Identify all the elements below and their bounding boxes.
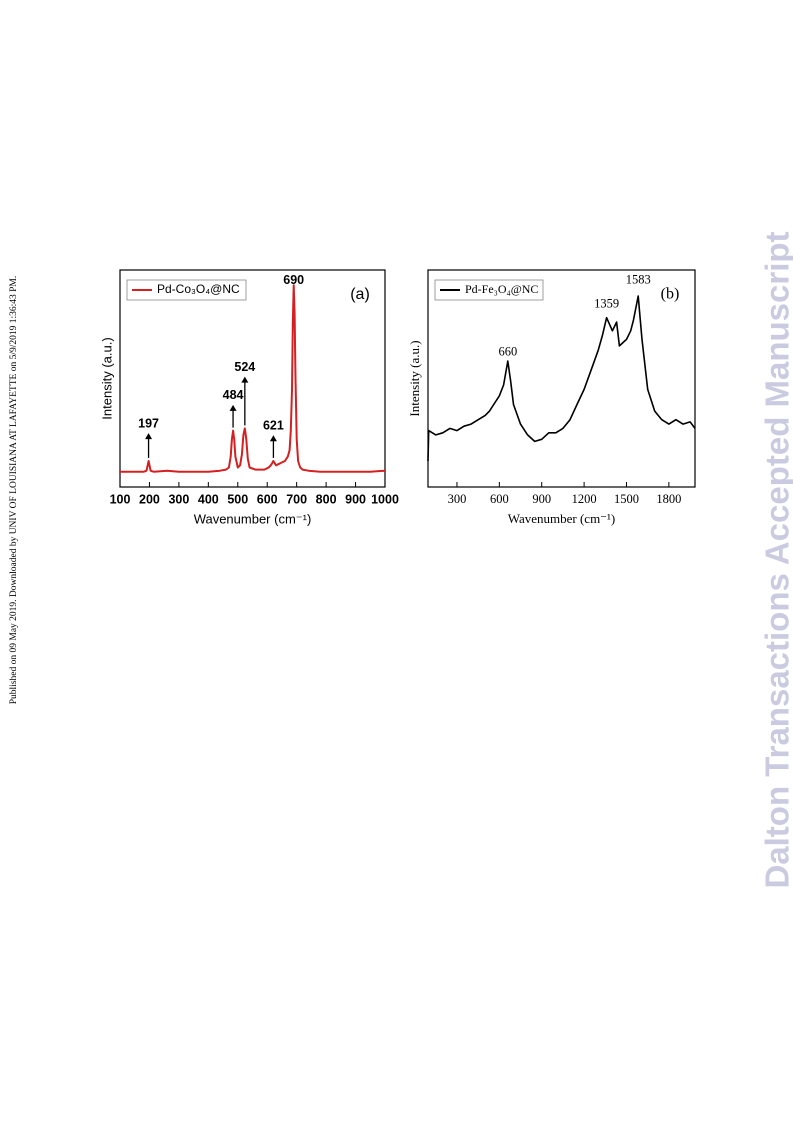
x-tick-label: 800	[316, 492, 337, 506]
y-axis-label: Intensity (a.u.)	[99, 337, 114, 419]
legend-box	[434, 279, 544, 301]
spectrum-line	[427, 295, 696, 462]
plot-frame	[119, 269, 386, 488]
x-tick-label: 1200	[572, 492, 597, 506]
peak-label: 660	[498, 344, 517, 358]
x-tick-label: 700	[286, 492, 307, 506]
x-axis-label: Wavenumber (cm⁻¹)	[194, 511, 312, 526]
peak-label: 621	[263, 419, 284, 433]
peak-label: 690	[283, 273, 304, 287]
peak-arrowhead	[241, 376, 249, 383]
panel-label: (b)	[661, 286, 680, 303]
spectrum-line	[120, 284, 386, 473]
y-axis-label: Intensity (a.u.)	[407, 340, 422, 416]
x-tick-label: 600	[257, 492, 278, 506]
x-axis-label: Wavenumber (cm⁻¹)	[508, 511, 616, 526]
x-tick-label: 400	[198, 492, 219, 506]
peak-arrowhead	[229, 404, 237, 411]
peak-label: 524	[234, 360, 255, 374]
plot-frame	[427, 269, 696, 488]
chart-panel: 300 600 900 1200 1500 1800 Wavenumber (cm⁻¹) In…	[407, 269, 696, 526]
legend-label: Pd-Fe₃O₄@NC	[465, 282, 538, 296]
panel-label: (a)	[350, 286, 370, 303]
x-tick-label: 200	[139, 492, 160, 506]
peak-arrowhead	[145, 433, 153, 440]
x-tick-label: 300	[448, 492, 467, 506]
x-tick-label: 100	[110, 492, 131, 506]
peak-label: 484	[223, 388, 244, 402]
x-tick-label: 600	[490, 492, 509, 506]
legend-label: Pd-Co₃O₄@NC	[157, 282, 240, 296]
peak-arrowhead	[269, 435, 277, 442]
x-tick-label: 1500	[614, 492, 639, 506]
legend-box	[126, 279, 247, 301]
peak-label: 197	[138, 416, 159, 430]
x-tick-label: 900	[532, 492, 551, 506]
peak-label: 1583	[626, 273, 651, 287]
chart-panel: 100 200 300 400 500 600 700 800 900 1000 Wavenumbe…	[99, 269, 399, 526]
peak-label: 1359	[594, 297, 619, 311]
x-tick-label: 500	[227, 492, 248, 506]
x-tick-label: 900	[345, 492, 366, 506]
sidebar-note: Published on 09 May 2019. Downloaded by …	[9, 276, 19, 704]
x-tick-label: 300	[168, 492, 189, 506]
x-tick-label: 1800	[656, 492, 681, 506]
watermark: Dalton Transactions Accepted Manuscript	[759, 231, 793, 888]
x-tick-label: 1000	[371, 492, 399, 506]
